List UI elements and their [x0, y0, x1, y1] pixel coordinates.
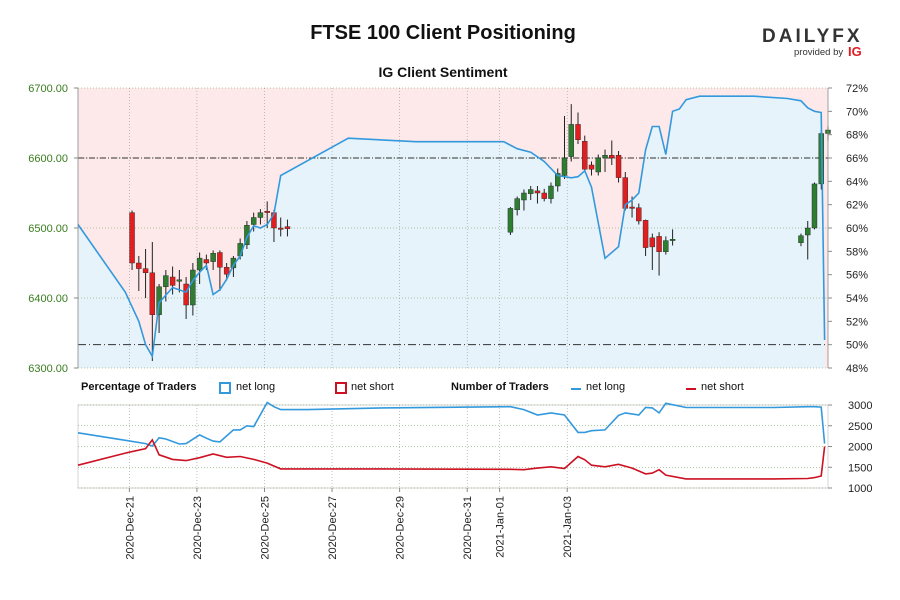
legend-pct-long-swatch	[219, 382, 231, 394]
candle-down	[129, 212, 135, 264]
candle-down	[217, 252, 223, 268]
y-tick-label-left: 6700.00	[28, 83, 68, 95]
candle-up	[798, 235, 804, 243]
y-tick-label-left: 6600.00	[28, 153, 68, 165]
x-tick-label: 2020-Dec-29	[395, 496, 407, 560]
legend-num-long-swatch	[571, 388, 581, 390]
y-tick-label-left: 6300.00	[28, 363, 68, 375]
candle-up	[568, 124, 574, 157]
net-long-pct-line	[77, 95, 826, 359]
y-tick-label-right: 54%	[846, 293, 868, 305]
candle-down	[223, 267, 230, 275]
x-tick-label: 2021-Jan-03	[562, 496, 574, 558]
y-tick-label-bottom: 3000	[848, 400, 872, 412]
candle-up	[528, 189, 534, 194]
candle-up	[595, 157, 601, 173]
candle-up	[514, 198, 520, 211]
candle-down	[284, 226, 291, 229]
legend-pct-short-swatch	[335, 382, 347, 394]
candle-up	[163, 275, 169, 288]
y-tick-label-right: 52%	[846, 316, 868, 328]
legend-num-short-swatch	[686, 388, 696, 390]
candle-up	[602, 154, 608, 159]
y-tick-label-left: 6500.00	[28, 223, 68, 235]
net-long-area	[78, 96, 825, 368]
y-tick-label-right: 56%	[846, 270, 868, 282]
ig-logo: IG	[848, 44, 862, 59]
candle-down	[582, 140, 588, 170]
candle-down	[575, 124, 581, 141]
candle-down	[656, 236, 662, 252]
candle-down	[142, 268, 149, 274]
candle-up	[521, 192, 527, 201]
x-tick-label: 2021-Jan-01	[495, 496, 507, 558]
candle-down	[541, 192, 547, 199]
candle-up	[663, 240, 669, 253]
y-tick-label-bottom: 1000	[848, 483, 872, 495]
x-tick-label: 2020-Dec-31	[462, 496, 474, 560]
candle-down	[615, 154, 622, 178]
candle-up	[190, 269, 196, 306]
candle-down	[636, 207, 642, 222]
y-tick-label-right: 50%	[846, 340, 868, 352]
candle-up	[669, 238, 676, 241]
candle-up	[555, 173, 561, 187]
candle-down	[642, 220, 649, 248]
y-tick-label-right: 70%	[846, 106, 868, 118]
y-tick-label-right: 64%	[846, 176, 868, 188]
legend-num-short-label: net short	[701, 381, 744, 393]
candle-up	[196, 257, 203, 271]
legend-num-heading: Number of Traders	[451, 381, 549, 393]
candle-up	[257, 212, 264, 218]
y-tick-label-right: 60%	[846, 223, 868, 235]
candle-down	[264, 210, 270, 213]
y-tick-label-bottom: 2500	[848, 421, 872, 433]
candle-down	[534, 190, 541, 194]
chart-subtitle: IG Client Sentiment	[378, 64, 508, 80]
candle-down	[203, 259, 210, 264]
candle-up	[811, 183, 818, 229]
candle-down	[588, 164, 595, 170]
y-tick-label-bottom: 2000	[848, 442, 872, 454]
legend-num-long-label: net long	[586, 381, 626, 393]
candle-down	[169, 276, 176, 286]
candle-down	[609, 154, 615, 159]
legend-pct-long-label: net long	[236, 381, 276, 393]
candle-down	[149, 272, 156, 315]
legend-pct-heading: Percentage of Traders	[81, 381, 197, 393]
y-tick-label-right: 66%	[846, 153, 868, 165]
candle-down	[183, 283, 189, 306]
y-tick-label-bottom: 1500	[848, 462, 872, 474]
net-short-count-line	[77, 438, 826, 480]
x-tick-label: 2020-Dec-27	[327, 496, 339, 560]
chart-title: FTSE 100 Client Positioning	[310, 22, 576, 44]
y-tick-label-right: 48%	[846, 363, 868, 375]
y-tick-label-right: 58%	[846, 246, 868, 258]
y-tick-label-left: 6400.00	[28, 293, 68, 305]
brand-provided-by: provided by	[794, 47, 844, 58]
x-tick-label: 2020-Dec-23	[192, 496, 204, 560]
candle-up	[805, 227, 811, 236]
y-tick-label-right: 68%	[846, 130, 868, 142]
y-tick-label-right: 72%	[846, 83, 868, 95]
candle-up	[250, 217, 257, 225]
x-tick-label: 2020-Dec-25	[259, 496, 271, 560]
candle-down	[136, 262, 142, 269]
net-long-count-line	[77, 401, 826, 448]
y-tick-label-right: 62%	[846, 200, 868, 212]
candle-up	[210, 252, 216, 262]
candle-up	[244, 224, 250, 245]
candle-up	[507, 208, 514, 233]
x-tick-label: 2020-Dec-21	[124, 496, 136, 560]
candle-down	[629, 206, 635, 209]
candle-up	[176, 279, 183, 282]
dailyfx-logo: DAILYFX	[762, 26, 863, 47]
candle-up	[561, 157, 568, 176]
candle-down	[649, 237, 656, 248]
legend-pct-short-label: net short	[351, 381, 394, 393]
candle-down	[278, 227, 284, 230]
candle-up	[548, 185, 554, 199]
